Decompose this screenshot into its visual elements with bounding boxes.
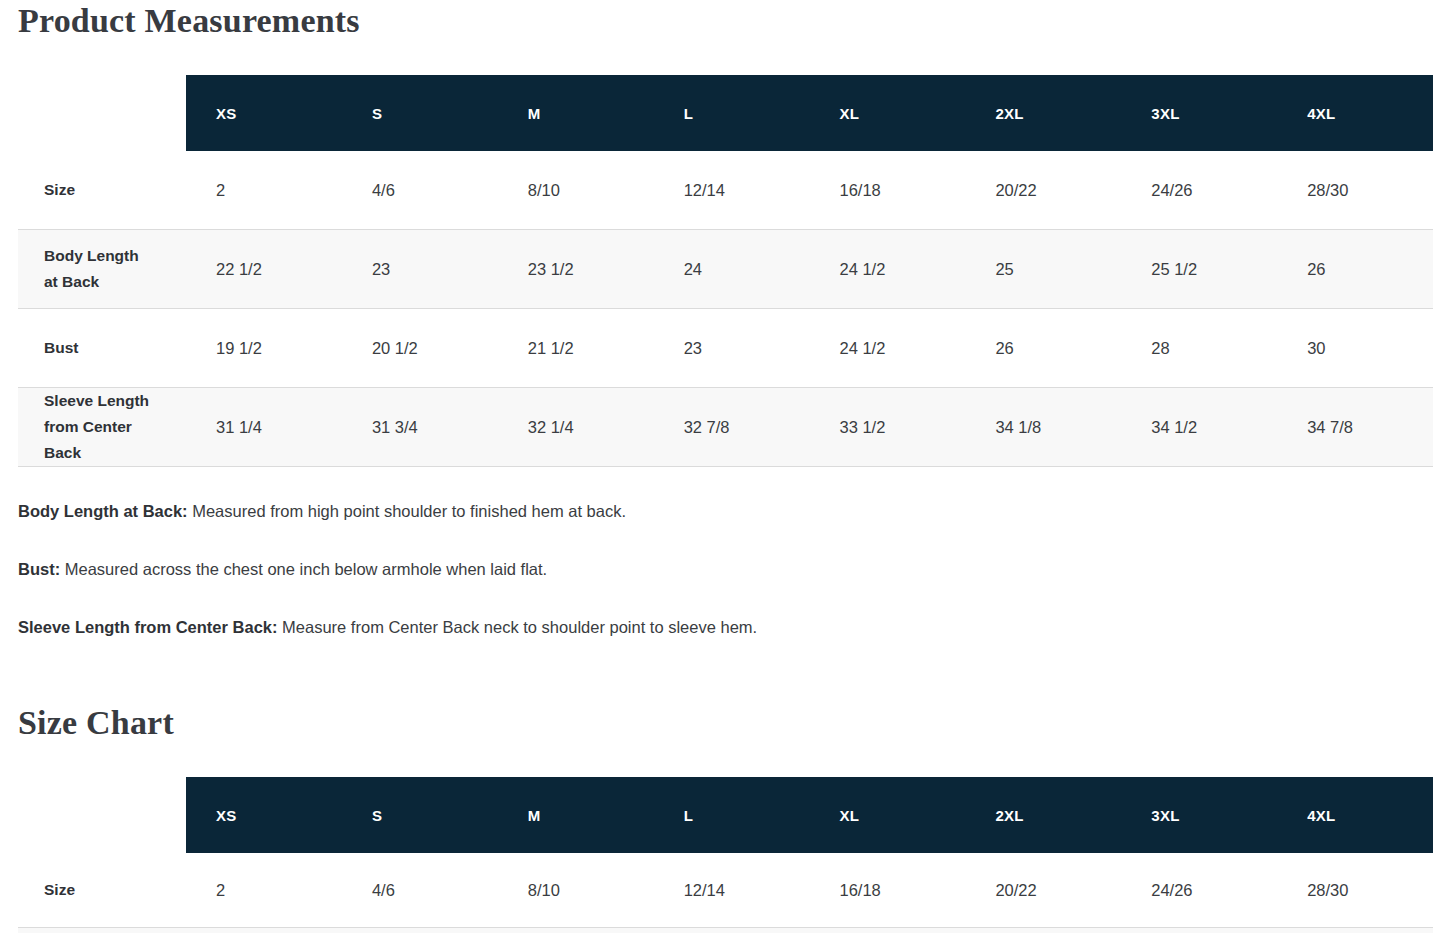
row-label: Size bbox=[18, 177, 186, 203]
cell-value: 25 1/2 bbox=[1121, 260, 1277, 279]
cell-value: 31 1/4 bbox=[186, 418, 342, 437]
cell-value: 32 1/4 bbox=[498, 418, 654, 437]
cell-value: 20/22 bbox=[965, 181, 1121, 200]
cell-value: 26 bbox=[965, 339, 1121, 358]
table-header-row: XSSMLXL2XL3XL4XL bbox=[18, 777, 1433, 853]
column-header-2xl: 2XL bbox=[965, 75, 1121, 151]
cell-value: 34 7/8 bbox=[1277, 418, 1433, 437]
cell-value: 30 bbox=[1277, 339, 1433, 358]
table-row: Bust 19 1/220 1/221 1/22324 1/2262830 bbox=[18, 309, 1433, 388]
definition-sleeve-length-text: Measure from Center Back neck to shoulde… bbox=[282, 618, 757, 636]
column-header-l: L bbox=[654, 75, 810, 151]
column-header-l: L bbox=[654, 777, 810, 853]
cell-value: 24/26 bbox=[1121, 181, 1277, 200]
cell-value: 23 bbox=[342, 260, 498, 279]
column-header-xs: XS bbox=[186, 75, 342, 151]
size-guide-content: Product Measurements XSSMLXL2XL3XL4XLSiz… bbox=[18, 0, 1433, 933]
size-chart-title: Size Chart bbox=[18, 702, 1433, 744]
cell-value: 33 1/2 bbox=[810, 418, 966, 437]
table-row: Size 24/68/1012/1416/1820/2224/2628/30 bbox=[18, 151, 1433, 230]
cell-value: 16/18 bbox=[810, 181, 966, 200]
row-label-text: Sleeve Length from Center Back bbox=[44, 388, 152, 466]
cell-value: 34 1/8 bbox=[965, 418, 1121, 437]
cell-value: 24/26 bbox=[1121, 881, 1277, 900]
column-header-xl: XL bbox=[810, 75, 966, 151]
row-label-text: Size bbox=[44, 877, 75, 903]
column-header-4xl: 4XL bbox=[1277, 777, 1433, 853]
table-row: Size 24/68/1012/1416/1820/2224/2628/30 bbox=[18, 853, 1433, 928]
table-corner-cell bbox=[18, 75, 186, 151]
cell-value: 34 1/2 bbox=[1121, 418, 1277, 437]
cell-value: 28 bbox=[1121, 339, 1277, 358]
column-header-xs: XS bbox=[186, 777, 342, 853]
column-header-2xl: 2XL bbox=[965, 777, 1121, 853]
column-header-s: S bbox=[342, 75, 498, 151]
cell-value: 28/30 bbox=[1277, 881, 1433, 900]
cell-value: 31 3/4 bbox=[342, 418, 498, 437]
cell-value: 4/6 bbox=[342, 881, 498, 900]
table-header-row: XSSMLXL2XL3XL4XL bbox=[18, 75, 1433, 151]
cell-value: 28/30 bbox=[1277, 181, 1433, 200]
cell-value: 19 1/2 bbox=[186, 339, 342, 358]
row-label-text: Size bbox=[44, 177, 75, 203]
definition-body-length-term: Body Length at Back: bbox=[18, 502, 188, 520]
column-header-s: S bbox=[342, 777, 498, 853]
definition-sleeve-length: Sleeve Length from Center Back: Measure … bbox=[18, 615, 1433, 639]
row-label: Size bbox=[18, 877, 186, 903]
cell-value: 24 1/2 bbox=[810, 339, 966, 358]
cell-value: 25 bbox=[965, 260, 1121, 279]
row-label: Bust bbox=[18, 335, 186, 361]
definition-body-length-text: Measured from high point shoulder to fin… bbox=[192, 502, 626, 520]
row-label-text: Bust bbox=[44, 335, 78, 361]
table-row: Sleeve Length from Center Back 31 1/431 3… bbox=[18, 388, 1433, 467]
definition-bust: Bust: Measured across the chest one inch… bbox=[18, 557, 1433, 581]
cell-value: 24 bbox=[654, 260, 810, 279]
table-row: Body Length at Back 22 1/22323 1/22424 1/… bbox=[18, 230, 1433, 309]
cell-value: 2 bbox=[186, 881, 342, 900]
definition-bust-text: Measured across the chest one inch below… bbox=[65, 560, 547, 578]
column-header-m: M bbox=[498, 777, 654, 853]
cell-value: 8/10 bbox=[498, 181, 654, 200]
row-label-text: Body Length at Back bbox=[44, 243, 152, 295]
cell-value: 20 1/2 bbox=[342, 339, 498, 358]
measurement-definitions: Body Length at Back: Measured from high … bbox=[18, 499, 1433, 639]
cell-value: 22 1/2 bbox=[186, 260, 342, 279]
column-header-4xl: 4XL bbox=[1277, 75, 1433, 151]
row-label: Sleeve Length from Center Back bbox=[18, 388, 186, 466]
column-header-3xl: 3XL bbox=[1121, 75, 1277, 151]
product-measurements-table: XSSMLXL2XL3XL4XLSize24/68/1012/1416/1820… bbox=[18, 75, 1433, 467]
definition-sleeve-length-term: Sleeve Length from Center Back: bbox=[18, 618, 278, 636]
product-measurements-title: Product Measurements bbox=[18, 0, 1433, 42]
definition-bust-term: Bust: bbox=[18, 560, 60, 578]
cell-value: 4/6 bbox=[342, 181, 498, 200]
cell-value: 26 bbox=[1277, 260, 1433, 279]
definition-body-length: Body Length at Back: Measured from high … bbox=[18, 499, 1433, 523]
column-header-3xl: 3XL bbox=[1121, 777, 1277, 853]
cell-value: 12/14 bbox=[654, 881, 810, 900]
column-header-xl: XL bbox=[810, 777, 966, 853]
cell-value: 23 bbox=[654, 339, 810, 358]
cell-value: 32 7/8 bbox=[654, 418, 810, 437]
table-corner-cell bbox=[18, 777, 186, 853]
cell-value: 21 1/2 bbox=[498, 339, 654, 358]
cell-value: 8/10 bbox=[498, 881, 654, 900]
cell-value: 20/22 bbox=[965, 881, 1121, 900]
cell-value: 16/18 bbox=[810, 881, 966, 900]
next-row-partial bbox=[18, 928, 1433, 933]
row-label: Body Length at Back bbox=[18, 243, 186, 295]
cell-value: 12/14 bbox=[654, 181, 810, 200]
column-header-m: M bbox=[498, 75, 654, 151]
size-chart-table: XSSMLXL2XL3XL4XL Size 24/68/1012/1416/1820… bbox=[18, 777, 1433, 928]
cell-value: 2 bbox=[186, 181, 342, 200]
cell-value: 24 1/2 bbox=[810, 260, 966, 279]
cell-value: 23 1/2 bbox=[498, 260, 654, 279]
